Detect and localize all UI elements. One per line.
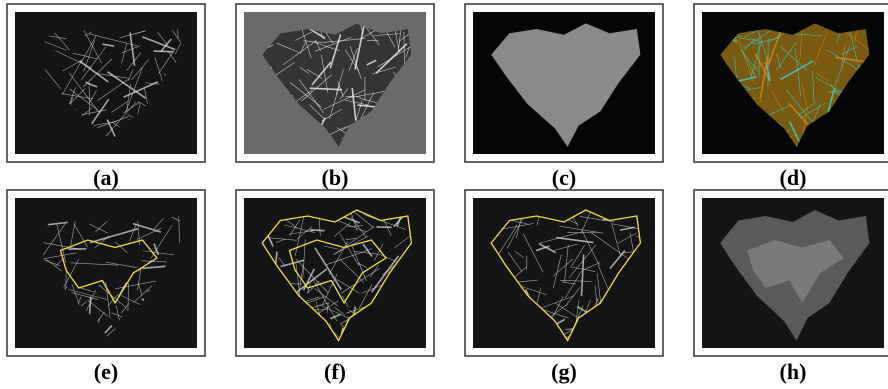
caption: (e) <box>94 359 118 384</box>
caption: (b) <box>322 165 349 190</box>
caption: (h) <box>780 359 807 384</box>
image-background <box>15 198 197 348</box>
panel <box>221 190 453 376</box>
panel <box>694 190 888 356</box>
image-background <box>473 198 655 348</box>
fiber <box>154 51 174 52</box>
caption: (c) <box>552 165 576 190</box>
caption: (a) <box>93 165 119 190</box>
panel <box>0 4 214 189</box>
panel <box>214 4 463 184</box>
caption: (g) <box>551 359 577 384</box>
caption: (d) <box>780 165 807 190</box>
caption: (f) <box>324 359 346 384</box>
image-background <box>15 12 197 154</box>
panel <box>465 4 663 162</box>
figure: (a) (b) (c) (d) (e) (f) (g) (h) <box>0 0 888 389</box>
panel <box>444 190 678 382</box>
